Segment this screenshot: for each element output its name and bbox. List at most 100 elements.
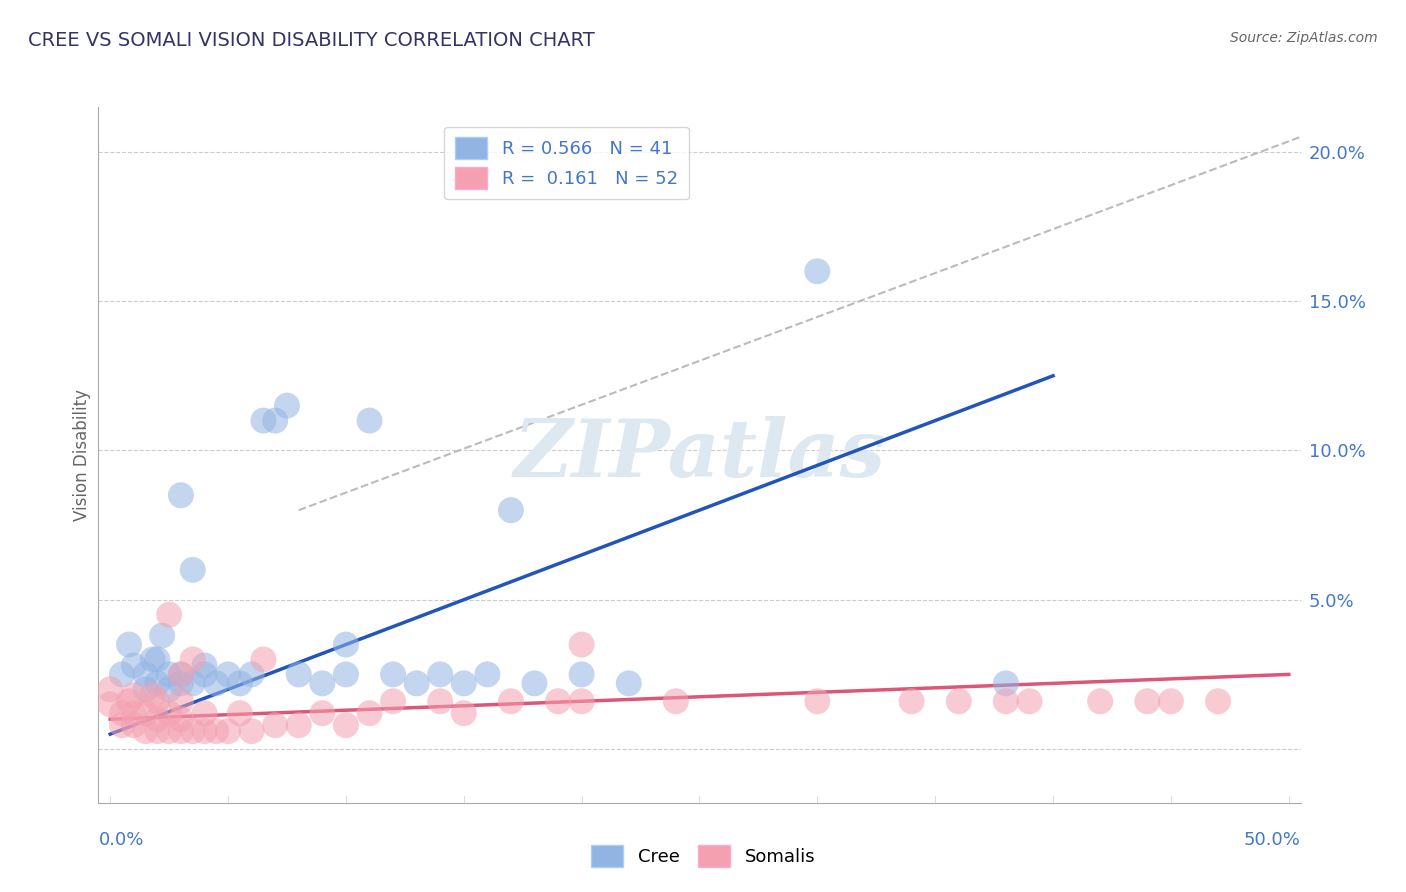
Point xyxy=(217,724,239,739)
Point xyxy=(135,667,157,681)
Point xyxy=(571,694,593,708)
Point xyxy=(146,724,169,739)
Legend: Cree, Somalis: Cree, Somalis xyxy=(583,838,823,874)
Point xyxy=(122,658,145,673)
Point xyxy=(135,724,157,739)
Point xyxy=(193,658,215,673)
Point xyxy=(547,694,569,708)
Point xyxy=(193,706,215,721)
Point xyxy=(170,676,193,690)
Point xyxy=(111,706,134,721)
Point xyxy=(157,706,180,721)
Point xyxy=(276,399,298,413)
Point xyxy=(146,694,169,708)
Point xyxy=(193,724,215,739)
Point xyxy=(181,676,204,690)
Point xyxy=(98,682,121,697)
Text: CREE VS SOMALI VISION DISABILITY CORRELATION CHART: CREE VS SOMALI VISION DISABILITY CORRELA… xyxy=(28,31,595,50)
Point xyxy=(477,667,499,681)
Point xyxy=(382,694,405,708)
Point xyxy=(994,676,1017,690)
Point xyxy=(252,652,274,666)
Point xyxy=(499,694,522,708)
Point xyxy=(122,706,145,721)
Point xyxy=(1136,694,1159,708)
Point xyxy=(170,694,193,708)
Point xyxy=(453,676,475,690)
Point xyxy=(335,638,357,652)
Text: ZIPatlas: ZIPatlas xyxy=(513,417,886,493)
Point xyxy=(571,638,593,652)
Point xyxy=(122,688,145,702)
Point xyxy=(170,667,193,681)
Point xyxy=(142,652,165,666)
Point xyxy=(135,682,157,697)
Point xyxy=(806,694,828,708)
Point xyxy=(229,676,252,690)
Point xyxy=(288,718,311,732)
Point xyxy=(146,676,169,690)
Point xyxy=(264,414,287,428)
Point xyxy=(157,607,180,622)
Point xyxy=(252,414,274,428)
Point xyxy=(405,676,427,690)
Point xyxy=(359,414,381,428)
Text: Source: ZipAtlas.com: Source: ZipAtlas.com xyxy=(1230,31,1378,45)
Point xyxy=(1206,694,1229,708)
Point xyxy=(1160,694,1182,708)
Point xyxy=(429,667,451,681)
Point xyxy=(170,712,193,726)
Point xyxy=(205,724,228,739)
Point xyxy=(157,724,180,739)
Point xyxy=(98,698,121,712)
Point xyxy=(181,724,204,739)
Point xyxy=(335,718,357,732)
Y-axis label: Vision Disability: Vision Disability xyxy=(73,389,91,521)
Point xyxy=(240,724,263,739)
Point xyxy=(150,629,173,643)
Point xyxy=(335,667,357,681)
Point xyxy=(900,694,922,708)
Point xyxy=(146,712,169,726)
Point xyxy=(499,503,522,517)
Point xyxy=(170,724,193,739)
Text: 50.0%: 50.0% xyxy=(1244,831,1301,849)
Text: 0.0%: 0.0% xyxy=(98,831,143,849)
Point xyxy=(806,264,828,278)
Point xyxy=(288,667,311,681)
Point xyxy=(111,718,134,732)
Point xyxy=(994,694,1017,708)
Point xyxy=(1088,694,1111,708)
Point xyxy=(229,706,252,721)
Point xyxy=(1018,694,1040,708)
Point xyxy=(111,667,134,681)
Point xyxy=(453,706,475,721)
Point xyxy=(170,488,193,502)
Point xyxy=(264,718,287,732)
Point xyxy=(311,706,333,721)
Point xyxy=(157,667,180,681)
Point xyxy=(429,694,451,708)
Point xyxy=(170,667,193,681)
Point xyxy=(240,667,263,681)
Point xyxy=(523,676,546,690)
Point xyxy=(146,652,169,666)
Point xyxy=(118,638,141,652)
Point xyxy=(948,694,970,708)
Point xyxy=(665,694,688,708)
Point xyxy=(311,676,333,690)
Point xyxy=(571,667,593,681)
Point xyxy=(359,706,381,721)
Point xyxy=(142,688,165,702)
Point xyxy=(181,652,204,666)
Point xyxy=(135,706,157,721)
Point xyxy=(157,682,180,697)
Point xyxy=(118,694,141,708)
Point xyxy=(181,563,204,577)
Legend: R = 0.566   N = 41, R =  0.161   N = 52: R = 0.566 N = 41, R = 0.161 N = 52 xyxy=(444,127,689,200)
Point xyxy=(193,667,215,681)
Point xyxy=(205,676,228,690)
Point xyxy=(217,667,239,681)
Point xyxy=(382,667,405,681)
Point xyxy=(617,676,640,690)
